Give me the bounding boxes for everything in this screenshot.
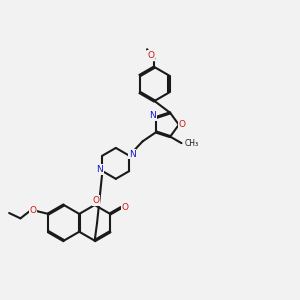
Text: O: O [179,120,186,129]
Text: N: N [149,111,156,120]
Text: CH₃: CH₃ [184,139,199,148]
Text: O: O [29,206,36,215]
Text: N: N [129,150,136,159]
Text: N: N [96,165,103,174]
Text: O: O [93,196,100,205]
Text: O: O [121,203,128,212]
Text: O: O [147,51,155,60]
